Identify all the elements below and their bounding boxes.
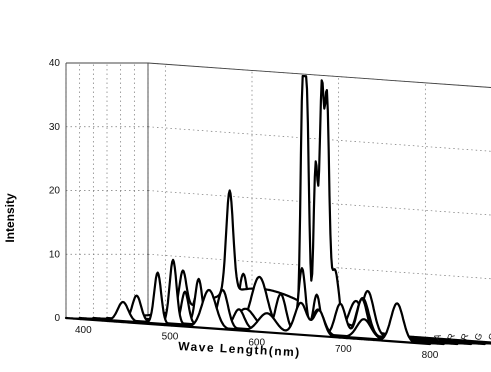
- y-tick-label: 40: [49, 58, 61, 69]
- x-tick-label: 400: [75, 325, 92, 336]
- series-layer: BBGGRRA: [64, 74, 491, 346]
- y-tick-label: 0: [54, 313, 60, 324]
- series-label: G: [486, 332, 491, 342]
- frame-edge: [147, 62, 491, 88]
- x-tick-label: 600: [248, 338, 265, 349]
- x-tick-label: 800: [422, 350, 439, 361]
- y-tick-label: 20: [49, 186, 61, 197]
- series-label: G: [472, 332, 484, 342]
- tick-labels: 400 500 600 700 800 0 10 20 30 40: [49, 58, 439, 361]
- y-axis-title: Intensity: [3, 193, 17, 243]
- x-tick-label: 500: [162, 331, 179, 342]
- y-tick-label: 30: [49, 122, 61, 133]
- series-label: R: [459, 332, 471, 342]
- x-tick-label: 700: [335, 344, 352, 355]
- y-tick-label: 10: [49, 249, 61, 260]
- x-axis-title: Wave Length(nm): [178, 339, 301, 359]
- series-line-a: [64, 288, 432, 346]
- series-label: R: [445, 332, 457, 342]
- series-label: A: [431, 333, 442, 342]
